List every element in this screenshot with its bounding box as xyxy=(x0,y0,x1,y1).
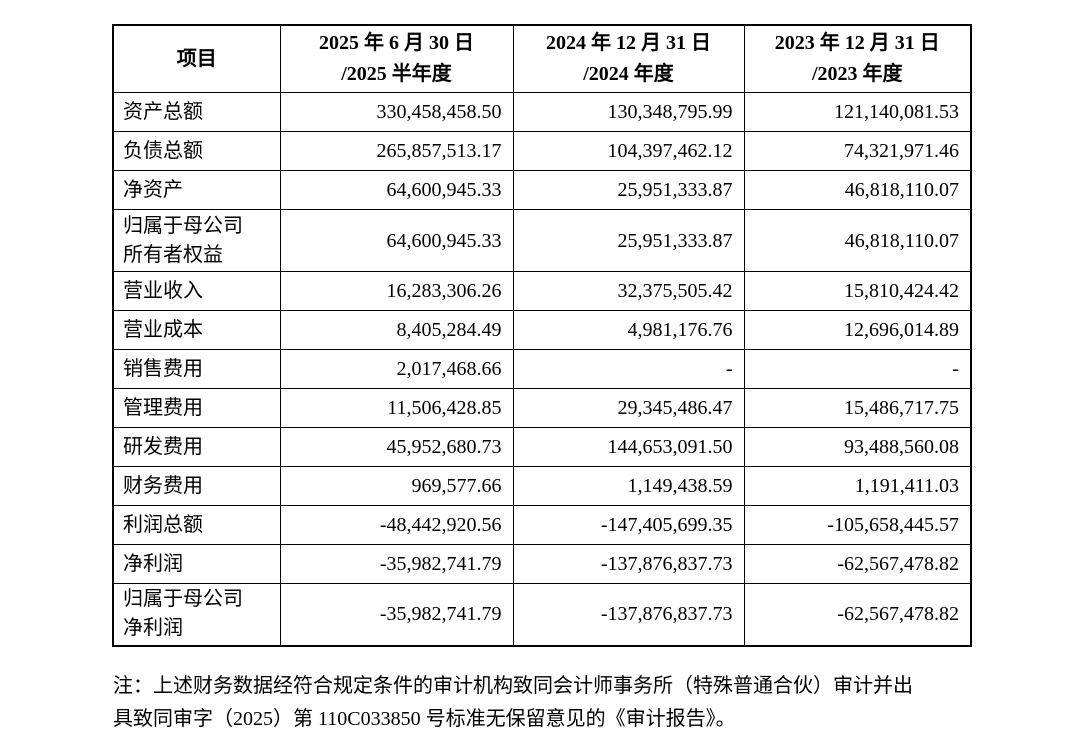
value-2025: -35,982,741.79 xyxy=(279,583,514,646)
value-2023: 15,486,717.75 xyxy=(743,388,972,428)
row-label: 销售费用 xyxy=(112,349,281,389)
value-2025: 330,458,458.50 xyxy=(279,92,514,132)
value-2024: 104,397,462.12 xyxy=(512,131,745,171)
column-header-2025-halfyear: 2025 年 6 月 30 日 /2025 半年度 xyxy=(279,24,514,93)
value-2025: 969,577.66 xyxy=(279,466,514,506)
footnote-line-2: 具致同审字（2025）第 110C033850 号标准无保留意见的《审计报告》。 xyxy=(113,708,736,730)
value-2023: - xyxy=(743,349,972,389)
row-label: 净利润 xyxy=(112,544,281,584)
footnote-line-1: 注：上述财务数据经符合规定条件的审计机构致同会计师事务所（特殊普通合伙）审计并出 xyxy=(113,675,913,697)
row-total-liabilities: 负债总额 265,857,513.17 104,397,462.12 74,32… xyxy=(112,131,972,171)
row-label: 研发费用 xyxy=(112,427,281,467)
value-2024: - xyxy=(512,349,745,389)
value-2024: 32,375,505.42 xyxy=(512,271,745,311)
value-2025: 64,600,945.33 xyxy=(279,170,514,210)
value-2024: 144,653,091.50 xyxy=(512,427,745,467)
column-header-2023-annual: 2023 年 12 月 31 日 /2023 年度 xyxy=(743,24,972,93)
row-equity-attributable-to-parent: 归属于母公司 所有者权益 64,600,945.33 25,951,333.87… xyxy=(112,209,972,272)
value-2025: 2,017,468.66 xyxy=(279,349,514,389)
value-2025: 16,283,306.26 xyxy=(279,271,514,311)
value-2023: 1,191,411.03 xyxy=(743,466,972,506)
row-label: 净资产 xyxy=(112,170,281,210)
value-2025: -48,442,920.56 xyxy=(279,505,514,545)
value-2023: 12,696,014.89 xyxy=(743,310,972,350)
row-label: 营业成本 xyxy=(112,310,281,350)
row-label: 管理费用 xyxy=(112,388,281,428)
column-header-item: 项目 xyxy=(112,24,281,93)
value-2024: 25,951,333.87 xyxy=(512,209,745,272)
value-2024: -137,876,837.73 xyxy=(512,583,745,646)
row-net-assets: 净资产 64,600,945.33 25,951,333.87 46,818,1… xyxy=(112,170,972,210)
value-2025: 45,952,680.73 xyxy=(279,427,514,467)
value-2025: -35,982,741.79 xyxy=(279,544,514,584)
value-2023: -62,567,478.82 xyxy=(743,544,972,584)
row-label: 财务费用 xyxy=(112,466,281,506)
value-2024: 25,951,333.87 xyxy=(512,170,745,210)
value-2023: -62,567,478.82 xyxy=(743,583,972,646)
row-operating-cost: 营业成本 8,405,284.49 4,981,176.76 12,696,01… xyxy=(112,310,972,350)
value-2024: 130,348,795.99 xyxy=(512,92,745,132)
row-selling-expenses: 销售费用 2,017,468.66 - - xyxy=(112,349,972,389)
value-2024: 1,149,438.59 xyxy=(512,466,745,506)
row-operating-revenue: 营业收入 16,283,306.26 32,375,505.42 15,810,… xyxy=(112,271,972,311)
value-2024: 4,981,176.76 xyxy=(512,310,745,350)
row-admin-expenses: 管理费用 11,506,428.85 29,345,486.47 15,486,… xyxy=(112,388,972,428)
value-2024: -147,405,699.35 xyxy=(512,505,745,545)
value-2024: 29,345,486.47 xyxy=(512,388,745,428)
row-label: 归属于母公司 净利润 xyxy=(112,583,281,646)
value-2025: 8,405,284.49 xyxy=(279,310,514,350)
row-label: 资产总额 xyxy=(112,92,281,132)
value-2024: -137,876,837.73 xyxy=(512,544,745,584)
value-2023: 46,818,110.07 xyxy=(743,170,972,210)
value-2023: 15,810,424.42 xyxy=(743,271,972,311)
value-2023: 93,488,560.08 xyxy=(743,427,972,467)
value-2023: 46,818,110.07 xyxy=(743,209,972,272)
row-label: 营业收入 xyxy=(112,271,281,311)
row-label: 利润总额 xyxy=(112,505,281,545)
row-label: 归属于母公司 所有者权益 xyxy=(112,209,281,272)
row-net-profit: 净利润 -35,982,741.79 -137,876,837.73 -62,5… xyxy=(112,544,972,584)
value-2023: 121,140,081.53 xyxy=(743,92,972,132)
row-financial-expenses: 财务费用 969,577.66 1,149,438.59 1,191,411.0… xyxy=(112,466,972,506)
row-total-profit: 利润总额 -48,442,920.56 -147,405,699.35 -105… xyxy=(112,505,972,545)
audit-footnote: 注：上述财务数据经符合规定条件的审计机构致同会计师事务所（特殊普通合伙）审计并出… xyxy=(113,670,973,736)
row-total-assets: 资产总额 330,458,458.50 130,348,795.99 121,1… xyxy=(112,92,972,132)
column-header-2024-annual: 2024 年 12 月 31 日 /2024 年度 xyxy=(512,24,745,93)
table-header-row: 项目 2025 年 6 月 30 日 /2025 半年度 2024 年 12 月… xyxy=(112,24,972,93)
row-net-profit-attributable-to-parent: 归属于母公司 净利润 -35,982,741.79 -137,876,837.7… xyxy=(112,583,972,646)
value-2025: 11,506,428.85 xyxy=(279,388,514,428)
financial-summary-table: 项目 2025 年 6 月 30 日 /2025 半年度 2024 年 12 月… xyxy=(112,24,972,647)
value-2025: 265,857,513.17 xyxy=(279,131,514,171)
row-rd-expenses: 研发费用 45,952,680.73 144,653,091.50 93,488… xyxy=(112,427,972,467)
value-2023: 74,321,971.46 xyxy=(743,131,972,171)
value-2025: 64,600,945.33 xyxy=(279,209,514,272)
row-label: 负债总额 xyxy=(112,131,281,171)
value-2023: -105,658,445.57 xyxy=(743,505,972,545)
